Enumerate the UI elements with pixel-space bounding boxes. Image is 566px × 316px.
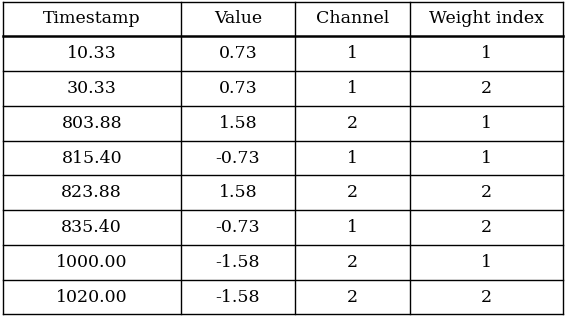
Text: 2: 2	[481, 289, 492, 306]
Text: 803.88: 803.88	[61, 115, 122, 132]
Text: 1: 1	[347, 45, 358, 62]
Text: 0.73: 0.73	[218, 45, 257, 62]
Text: 1: 1	[347, 219, 358, 236]
Text: 2: 2	[481, 80, 492, 97]
Text: 1.58: 1.58	[218, 115, 257, 132]
Text: Timestamp: Timestamp	[43, 10, 140, 27]
Text: 1: 1	[481, 149, 492, 167]
Text: -0.73: -0.73	[216, 149, 260, 167]
Text: 1000.00: 1000.00	[56, 254, 127, 271]
Text: -1.58: -1.58	[216, 254, 260, 271]
Text: 1: 1	[481, 254, 492, 271]
Text: 2: 2	[481, 219, 492, 236]
Text: 815.40: 815.40	[61, 149, 122, 167]
Text: 823.88: 823.88	[61, 184, 122, 201]
Text: 1.58: 1.58	[218, 184, 257, 201]
Text: 2: 2	[347, 184, 358, 201]
Text: Channel: Channel	[316, 10, 389, 27]
Text: 1: 1	[481, 115, 492, 132]
Text: 1020.00: 1020.00	[56, 289, 127, 306]
Text: 0.73: 0.73	[218, 80, 257, 97]
Text: 2: 2	[347, 254, 358, 271]
Text: 30.33: 30.33	[67, 80, 117, 97]
Text: -0.73: -0.73	[216, 219, 260, 236]
Text: 10.33: 10.33	[67, 45, 117, 62]
Text: 2: 2	[347, 115, 358, 132]
Text: 1: 1	[347, 80, 358, 97]
Text: 2: 2	[347, 289, 358, 306]
Text: Weight index: Weight index	[429, 10, 544, 27]
Text: 1: 1	[481, 45, 492, 62]
Text: 1: 1	[347, 149, 358, 167]
Text: Value: Value	[214, 10, 262, 27]
Text: 835.40: 835.40	[61, 219, 122, 236]
Text: 2: 2	[481, 184, 492, 201]
Text: -1.58: -1.58	[216, 289, 260, 306]
